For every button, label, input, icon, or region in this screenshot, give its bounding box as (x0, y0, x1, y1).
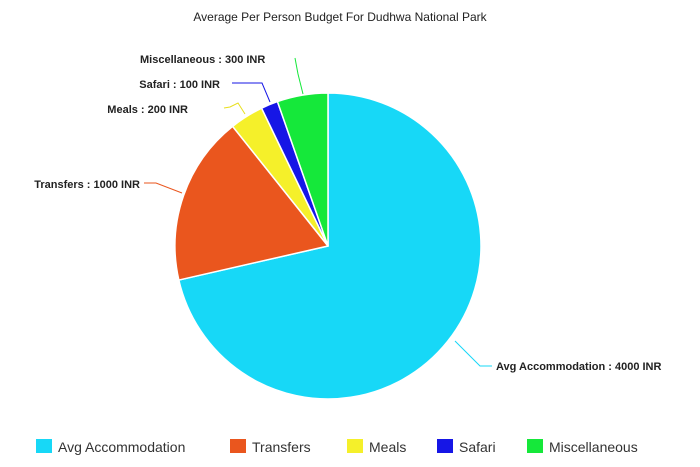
connector-meals (223, 102, 246, 115)
legend-label-meals: Meals (369, 439, 406, 455)
chart-title: Average Per Person Budget For Dudhwa Nat… (193, 10, 487, 24)
legend-swatch-safari (437, 439, 453, 453)
pie-slices (174, 92, 482, 400)
pie-slice-miscellaneous (276, 92, 329, 247)
legend-item-safari[interactable]: Safari (437, 439, 496, 455)
slice-label-miscellaneous: Miscellaneous : 300 INR (140, 54, 265, 66)
slice-label-transfers: Transfers : 1000 INR (34, 179, 140, 191)
legend-item-transfers[interactable]: Transfers (230, 439, 311, 455)
connector-miscellaneous (294, 57, 304, 95)
legend-item-miscellaneous[interactable]: Miscellaneous (527, 439, 638, 455)
legend-label-miscellaneous: Miscellaneous (549, 439, 638, 455)
legend-label-avg-accommodation: Avg Accommodation (58, 439, 185, 455)
legend-item-avg-accommodation[interactable]: Avg Accommodation (36, 439, 185, 455)
pie-slice-transfers (174, 125, 329, 281)
legend-item-meals[interactable]: Meals (347, 439, 406, 455)
connector-transfers (144, 182, 183, 194)
legend-label-safari: Safari (459, 439, 496, 455)
legend-label-transfers: Transfers (252, 439, 311, 455)
slice-label-safari: Safari : 100 INR (139, 79, 220, 91)
legend-swatch-avg-accommodation (36, 439, 52, 453)
connector-safari (232, 82, 271, 103)
legend-swatch-transfers (230, 439, 246, 453)
pie-slice-avg-accommodation (178, 92, 482, 400)
slice-label-meals: Meals : 200 INR (107, 104, 188, 116)
slice-labels: Avg Accommodation : 4000 INR Transfers : … (34, 54, 661, 373)
legend-swatch-meals (347, 439, 363, 453)
slice-label-avg-accommodation: Avg Accommodation : 4000 INR (496, 361, 661, 373)
chart-legend: Avg Accommodation Transfers Meals Safari Mis… (36, 439, 638, 455)
connector-avg-accommodation (454, 340, 492, 367)
legend-swatch-miscellaneous (527, 439, 543, 453)
